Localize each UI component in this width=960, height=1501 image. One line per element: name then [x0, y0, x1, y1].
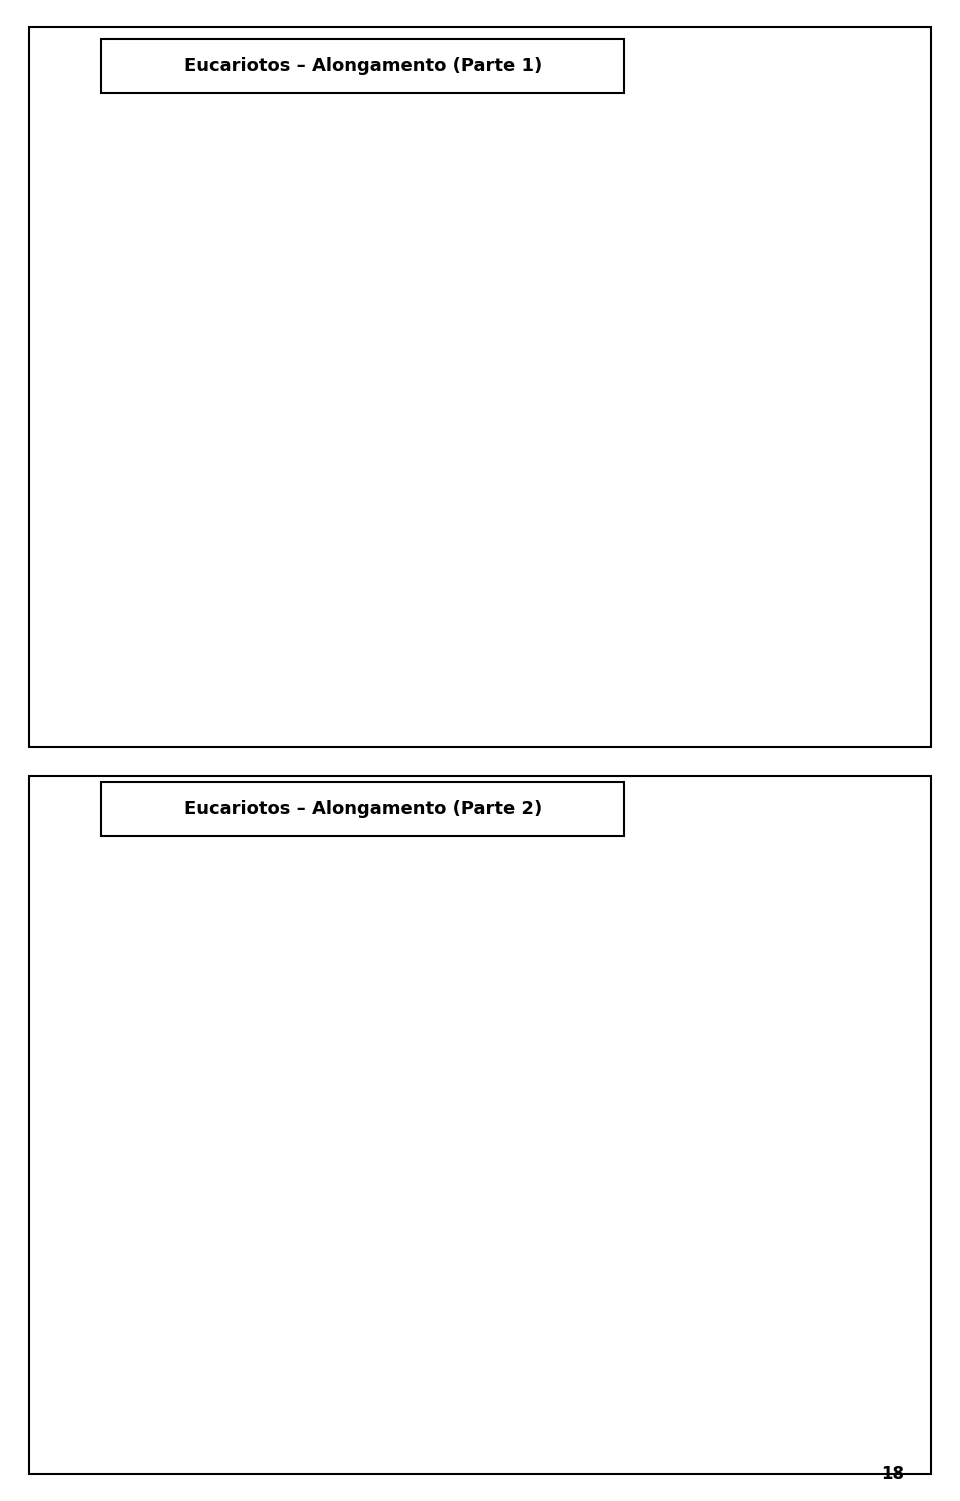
Text: RNA: RNA	[316, 1315, 343, 1327]
Text: Eucariotos – Alongamento (Parte 2): Eucariotos – Alongamento (Parte 2)	[183, 800, 542, 818]
Ellipse shape	[365, 282, 625, 512]
Text: DNA: DNA	[109, 273, 137, 285]
Text: RNA
polymerase: RNA polymerase	[581, 158, 655, 186]
FancyBboxPatch shape	[359, 878, 689, 941]
Ellipse shape	[390, 1079, 468, 1153]
Text: Nontemplate
strand: Nontemplate strand	[299, 191, 380, 218]
Text: 18: 18	[881, 1465, 904, 1483]
FancyBboxPatch shape	[91, 967, 374, 1030]
Text: 3’: 3’	[445, 278, 456, 288]
Text: (a): (a)	[472, 662, 492, 675]
Text: Eucariotos – Alongamento (Parte 1): Eucariotos – Alongamento (Parte 1)	[183, 57, 542, 75]
Text: Template
strand: Template strand	[762, 359, 828, 387]
Ellipse shape	[354, 1042, 544, 1226]
Text: 5’: 5’	[316, 1289, 326, 1298]
Ellipse shape	[396, 1097, 518, 1220]
Ellipse shape	[265, 392, 362, 480]
Text: DNA Toposimerases I e II: DNA Toposimerases I e II	[447, 904, 602, 916]
Text: Rewinding: Rewinding	[145, 203, 210, 216]
Text: Negative
supercoils: Negative supercoils	[127, 1082, 189, 1109]
Text: 5’: 5’	[291, 539, 301, 549]
Text: Direction of transcription: Direction of transcription	[398, 611, 565, 624]
Ellipse shape	[363, 1154, 415, 1204]
Text: Unwinding: Unwinding	[795, 245, 861, 257]
Ellipse shape	[288, 200, 668, 531]
Text: Active site: Active site	[491, 518, 556, 531]
Text: Direction of transcription: Direction of transcription	[448, 1330, 615, 1343]
Ellipse shape	[370, 282, 525, 423]
Text: RNA-DNA
hybrid, 8 bp: RNA-DNA hybrid, 8 bp	[358, 525, 433, 552]
Text: Positive
supercoils: Positive supercoils	[772, 1112, 834, 1141]
Text: Transcription bubble: Transcription bubble	[349, 132, 476, 146]
Text: 3’: 3’	[532, 1118, 542, 1129]
Text: RNA: RNA	[250, 506, 276, 519]
Text: 3’: 3’	[147, 318, 157, 327]
Text: DNA Toposimerase I e II: DNA Toposimerase I e II	[159, 991, 307, 1004]
Text: 5’: 5’	[181, 239, 192, 249]
Ellipse shape	[307, 491, 363, 546]
Text: (b): (b)	[522, 1382, 541, 1396]
